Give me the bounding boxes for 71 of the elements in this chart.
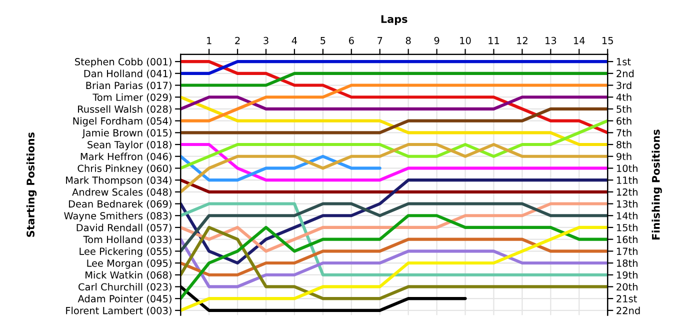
category-label: Tom Holland (033)	[83, 236, 172, 244]
category-label: Florent Lambert (003)	[66, 306, 172, 316]
category-label: Chris Pinkney (060)	[78, 164, 172, 174]
category-label: Stephen Cobb (001)	[75, 58, 172, 68]
x-tick-label: 3	[264, 36, 268, 44]
line-series	[180, 238, 608, 276]
line-series	[180, 238, 608, 288]
y-tick-label: 10th	[617, 164, 638, 172]
category-label: Lee Pickering (055)	[80, 247, 172, 257]
y-tick-label: 5th	[616, 105, 632, 113]
y-tick-label: 13th	[617, 200, 638, 208]
y-tick-label: 15th	[617, 224, 638, 232]
y-tick-label: 7th	[616, 128, 632, 136]
category-label: Jamie Brown (015)	[82, 128, 172, 138]
category-label: Tom Limer (029)	[92, 93, 172, 102]
line-series	[180, 96, 608, 146]
y-tick-label: 17th	[617, 247, 638, 255]
x-tick-label: 11	[488, 37, 500, 44]
x-tick-label: 13	[546, 36, 556, 44]
y-tick-label: 16th	[617, 236, 638, 244]
y-tick-label: 4th	[616, 93, 632, 101]
category-label: David Rendall (057)	[76, 224, 172, 232]
x-tick-label: 2	[235, 36, 240, 44]
y-tick-label: 20th	[616, 283, 638, 291]
category-label: Mark Thompson (034)	[66, 176, 172, 186]
category-label: Russell Walsh (028)	[78, 105, 172, 114]
x-tick-label: 7	[378, 37, 382, 44]
category-label: Mark Heffron (046)	[80, 152, 172, 162]
category-label: Mick Watkin (068)	[86, 271, 172, 280]
category-label: Andrew Scales (048)	[72, 188, 172, 197]
y-tick-label: 9th	[616, 152, 632, 160]
line-series	[180, 60, 608, 134]
category-label: Wayne Smithers (083)	[64, 212, 172, 222]
category-label: Adam Pointer (045)	[78, 294, 172, 304]
category-label: Brian Parias (017)	[86, 82, 172, 90]
x-tick-label: 6	[348, 36, 354, 44]
x-tick-label: 5	[320, 37, 326, 44]
category-label: Dan Holland (041)	[84, 70, 172, 78]
x-tick-label: 10	[460, 36, 471, 44]
x-tick-label: 1	[207, 37, 212, 44]
x-tick-label: 12	[517, 36, 528, 44]
y-axis-title: Finishing Positions	[652, 130, 662, 240]
line-series	[180, 142, 608, 194]
line-series	[180, 119, 608, 170]
line-series	[180, 84, 608, 122]
x-axis-title: Laps	[381, 15, 408, 25]
x-tick-label: 4	[292, 37, 298, 44]
y-tick-label: 14th	[617, 212, 638, 220]
category-label: Carl Churchill (023)	[78, 283, 172, 292]
x-tick-label: 14	[574, 37, 585, 44]
category-label: Dean Bednarek (069)	[68, 200, 172, 209]
y-tick-label: 11th	[617, 176, 638, 184]
y-tick-label: 22nd	[616, 306, 640, 314]
y-tick-label: 21st	[616, 295, 637, 302]
category-label: Lee Morgan (095)	[87, 259, 172, 269]
category-label: Sean Taylor (018)	[88, 140, 172, 150]
text: Starting Positions	[26, 132, 37, 237]
y-tick-label: 12th	[617, 188, 638, 196]
y-tick-label: 1st	[617, 58, 631, 66]
x-tick-label: 8	[406, 36, 411, 44]
line-series	[180, 178, 608, 265]
y-tick-label: 3rd	[616, 82, 632, 90]
y-tick-label: 6th	[616, 117, 632, 125]
line-series	[180, 202, 608, 253]
y-tick-label: 18th	[617, 259, 638, 267]
y-tick-label: 19th	[617, 271, 638, 279]
y-tick-label: 8th	[616, 140, 632, 148]
x-tick-label: 15	[602, 37, 613, 44]
x-tick-label: 9	[434, 36, 440, 44]
category-label: Nigel Fordham (054)	[73, 117, 172, 127]
y-tick-label: 2nd	[616, 70, 634, 78]
